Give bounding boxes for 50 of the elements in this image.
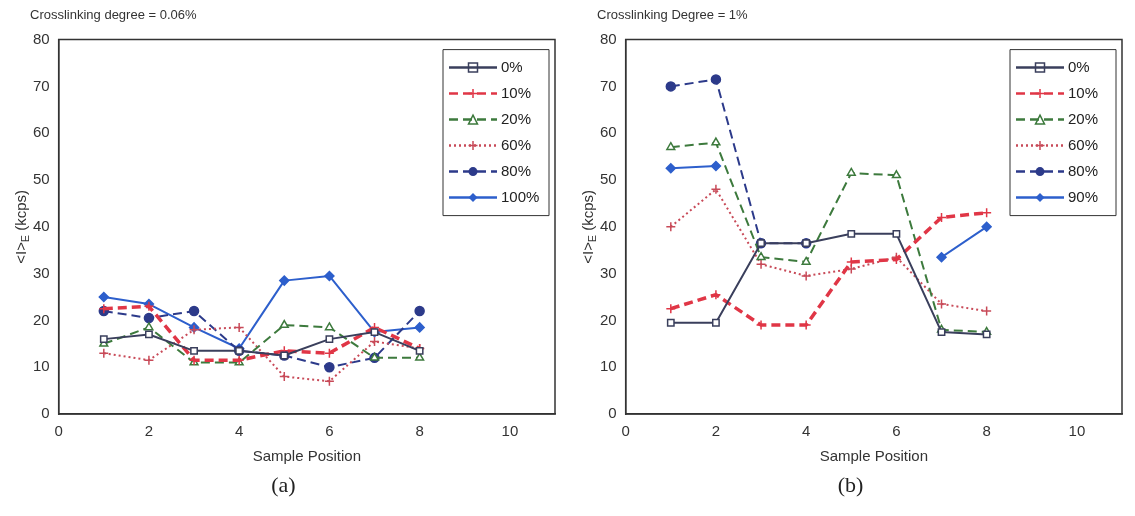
y-tick-label: 50 bbox=[600, 170, 617, 188]
y-tick-label: 60 bbox=[33, 123, 50, 141]
legend-label: 0% bbox=[501, 57, 523, 75]
x-axis-title: Sample Position bbox=[819, 447, 929, 465]
chart-title: Crosslinking Degree = 1% bbox=[597, 7, 749, 23]
chart-title: Crosslinking degree = 0.06% bbox=[30, 7, 198, 23]
y-axis-title: <I>E (kcps) bbox=[12, 189, 32, 264]
legend-label: 80% bbox=[501, 161, 532, 179]
y-tick-label: 20 bbox=[33, 310, 50, 328]
y-axis-title: <I>E (kcps) bbox=[579, 189, 599, 264]
legend-label: 60% bbox=[1068, 135, 1099, 153]
y-tick-label: 20 bbox=[600, 310, 617, 328]
y-tick-label: 30 bbox=[33, 263, 50, 281]
y-tick-label: 0 bbox=[608, 404, 617, 422]
text: (b) bbox=[836, 472, 865, 498]
legend-label: 90% bbox=[1068, 187, 1099, 205]
x-axis-title: Sample Position bbox=[252, 447, 362, 465]
y-tick-label: 80 bbox=[600, 29, 617, 47]
y-tick-label: 10 bbox=[33, 357, 50, 375]
x-tick-label: 4 bbox=[234, 422, 244, 440]
y-tick-label: 70 bbox=[600, 76, 617, 94]
y-tick-label: 60 bbox=[600, 123, 617, 141]
y-tick-label: 40 bbox=[33, 216, 50, 234]
x-tick-label: 10 bbox=[1068, 422, 1086, 440]
text: (a) bbox=[270, 472, 297, 498]
x-tick-label: 4 bbox=[801, 422, 811, 440]
x-tick-label: 6 bbox=[892, 422, 901, 440]
x-tick-label: 8 bbox=[982, 422, 991, 440]
y-tick-label: 0 bbox=[41, 404, 50, 422]
x-tick-label: 8 bbox=[415, 422, 424, 440]
x-tick-label: 6 bbox=[325, 422, 334, 440]
legend-label: 80% bbox=[1068, 161, 1099, 179]
y-tick-label: 80 bbox=[33, 29, 50, 47]
x-tick-label: 0 bbox=[54, 422, 63, 440]
y-tick-label: 40 bbox=[600, 216, 617, 234]
y-tick-label: 50 bbox=[33, 170, 50, 188]
x-tick-label: 2 bbox=[711, 422, 721, 440]
legend-label: 0% bbox=[1068, 57, 1090, 75]
x-tick-label: 0 bbox=[621, 422, 630, 440]
legend-label: 10% bbox=[501, 83, 532, 101]
y-tick-label: 30 bbox=[600, 263, 617, 281]
legend-label: 10% bbox=[1068, 83, 1099, 101]
legend-label: 20% bbox=[501, 109, 532, 127]
legend-label: 20% bbox=[1068, 109, 1099, 127]
x-tick-label: 2 bbox=[144, 422, 154, 440]
legend-label: 60% bbox=[501, 135, 532, 153]
legend-label: 100% bbox=[501, 187, 540, 205]
x-tick-label: 10 bbox=[501, 422, 519, 440]
y-tick-label: 70 bbox=[33, 76, 50, 94]
y-tick-label: 10 bbox=[600, 357, 617, 375]
